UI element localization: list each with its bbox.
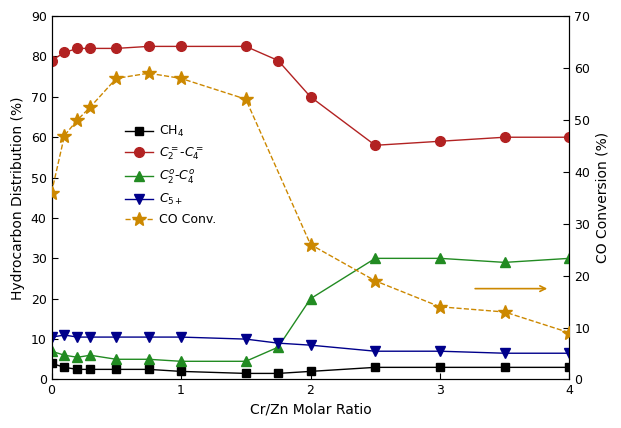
$C_2^=$-$C_4^=$ — [437, 139, 444, 144]
$C_{5+}$ — [242, 336, 250, 342]
CO Conv. — [501, 309, 509, 315]
Line: CH$_4$: CH$_4$ — [48, 360, 573, 377]
CH$_4$ — [87, 367, 94, 372]
CO Conv. — [177, 76, 184, 81]
$C_2^o$-$C_4^o$ — [145, 357, 152, 362]
CH$_4$ — [501, 365, 509, 370]
$C_{5+}$ — [274, 341, 282, 346]
CH$_4$ — [61, 365, 68, 370]
$C_{5+}$ — [566, 351, 573, 356]
$C_2^o$-$C_4^o$ — [74, 355, 81, 360]
$C_2^=$-$C_4^=$ — [274, 58, 282, 63]
CO Conv. — [145, 71, 152, 76]
Legend: CH$_4$, $C_2^=$-$C_4^=$, $C_2^o$-$C_4^o$, $C_{5+}$, CO Conv.: CH$_4$, $C_2^=$-$C_4^=$, $C_2^o$-$C_4^o$… — [125, 124, 216, 226]
$C_2^o$-$C_4^o$ — [437, 256, 444, 261]
$C_2^o$-$C_4^o$ — [307, 296, 314, 301]
CO Conv. — [242, 97, 250, 102]
Y-axis label: CO Conversion (%): CO Conversion (%) — [596, 132, 610, 263]
$C_2^=$-$C_4^=$ — [242, 44, 250, 49]
$C_{5+}$ — [145, 335, 152, 340]
CO Conv. — [87, 104, 94, 110]
CO Conv. — [307, 242, 314, 247]
CO Conv. — [112, 76, 120, 81]
CO Conv. — [61, 133, 68, 138]
$C_2^o$-$C_4^o$ — [112, 357, 120, 362]
$C_2^=$-$C_4^=$ — [48, 58, 55, 63]
$C_2^=$-$C_4^=$ — [566, 135, 573, 140]
$C_2^=$-$C_4^=$ — [87, 46, 94, 51]
CO Conv. — [48, 190, 55, 195]
$C_{5+}$ — [177, 335, 184, 340]
CH$_4$ — [242, 371, 250, 376]
$C_{5+}$ — [112, 335, 120, 340]
CH$_4$ — [437, 365, 444, 370]
$C_2^o$-$C_4^o$ — [48, 349, 55, 354]
Line: CO Conv.: CO Conv. — [45, 66, 576, 340]
X-axis label: Cr/Zn Molar Ratio: Cr/Zn Molar Ratio — [250, 403, 371, 417]
CH$_4$ — [371, 365, 379, 370]
$C_{5+}$ — [437, 349, 444, 354]
$C_2^o$-$C_4^o$ — [501, 260, 509, 265]
$C_2^o$-$C_4^o$ — [242, 359, 250, 364]
$C_2^=$-$C_4^=$ — [501, 135, 509, 140]
CO Conv. — [437, 304, 444, 309]
CO Conv. — [74, 117, 81, 122]
$C_2^=$-$C_4^=$ — [74, 46, 81, 51]
Y-axis label: Hydrocarbon Distribution (%): Hydrocarbon Distribution (%) — [11, 96, 25, 300]
CH$_4$ — [307, 369, 314, 374]
$C_{5+}$ — [307, 342, 314, 348]
$C_{5+}$ — [87, 335, 94, 340]
$C_2^=$-$C_4^=$ — [371, 143, 379, 148]
$C_{5+}$ — [74, 335, 81, 340]
CH$_4$ — [177, 369, 184, 374]
CH$_4$ — [145, 367, 152, 372]
CO Conv. — [371, 278, 379, 283]
CH$_4$ — [274, 371, 282, 376]
$C_2^o$-$C_4^o$ — [177, 359, 184, 364]
$C_{5+}$ — [371, 349, 379, 354]
$C_2^=$-$C_4^=$ — [112, 46, 120, 51]
CH$_4$ — [566, 365, 573, 370]
$C_2^=$-$C_4^=$ — [61, 50, 68, 55]
$C_2^=$-$C_4^=$ — [177, 44, 184, 49]
$C_2^o$-$C_4^o$ — [566, 256, 573, 261]
$C_{5+}$ — [501, 351, 509, 356]
CH$_4$ — [112, 367, 120, 372]
$C_2^=$-$C_4^=$ — [307, 94, 314, 99]
CH$_4$ — [48, 361, 55, 366]
Line: $C_2^=$-$C_4^=$: $C_2^=$-$C_4^=$ — [47, 42, 574, 150]
$C_2^=$-$C_4^=$ — [145, 44, 152, 49]
Line: $C_{5+}$: $C_{5+}$ — [47, 330, 574, 358]
$C_2^o$-$C_4^o$ — [87, 353, 94, 358]
$C_{5+}$ — [48, 335, 55, 340]
Line: $C_2^o$-$C_4^o$: $C_2^o$-$C_4^o$ — [47, 253, 574, 366]
$C_2^o$-$C_4^o$ — [371, 256, 379, 261]
CH$_4$ — [74, 367, 81, 372]
$C_{5+}$ — [61, 333, 68, 338]
CO Conv. — [566, 330, 573, 335]
$C_2^o$-$C_4^o$ — [61, 353, 68, 358]
$C_2^o$-$C_4^o$ — [274, 345, 282, 350]
